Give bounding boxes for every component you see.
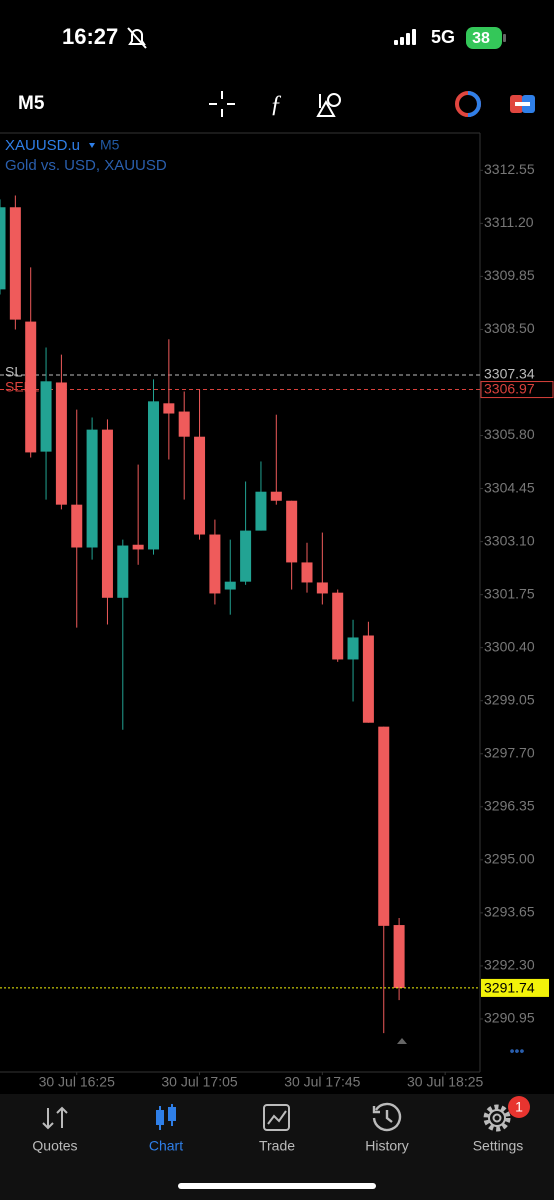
signal-icon xyxy=(394,29,416,45)
candle-body xyxy=(40,381,52,452)
home-indicator xyxy=(178,1183,376,1189)
tab-bar xyxy=(0,1094,554,1200)
objects-button[interactable] xyxy=(316,93,341,117)
timeframe-button[interactable]: M5 xyxy=(18,93,45,114)
symbol-dropdown[interactable] xyxy=(89,143,95,148)
candle-body xyxy=(240,530,252,582)
battery-level: 38 xyxy=(472,30,490,47)
y-tick-label: 3308.50 xyxy=(484,320,535,336)
level-name: SL xyxy=(5,364,22,380)
candle-body xyxy=(362,635,374,723)
chart-timeframe: M5 xyxy=(100,137,120,153)
x-tick-label: 30 Jul 17:45 xyxy=(284,1074,360,1090)
quotes-icon xyxy=(42,1106,68,1130)
y-tick-label: 3295.00 xyxy=(484,851,535,867)
mute-icon xyxy=(127,27,147,49)
y-tick-label: 3297.70 xyxy=(484,744,535,760)
candle-body xyxy=(178,411,190,437)
y-tick-label: 3305.80 xyxy=(484,426,535,442)
candle-body xyxy=(0,207,6,290)
candle-body xyxy=(55,382,67,505)
settings-badge: 1 xyxy=(515,1099,523,1115)
tab-history[interactable]: History xyxy=(365,1138,409,1154)
more-dots: ••• xyxy=(510,1043,525,1059)
y-tick-label: 3293.65 xyxy=(484,904,535,920)
candle-body xyxy=(163,403,175,414)
candle-body xyxy=(101,429,113,598)
current-price-label: 3291.74 xyxy=(484,980,535,996)
status-time: 16:27 xyxy=(62,24,118,49)
indicators-button[interactable]: ƒ xyxy=(270,92,282,118)
chart-icon xyxy=(156,1104,176,1130)
candle-body xyxy=(9,207,21,320)
network: 5G xyxy=(431,27,455,47)
x-tick-label: 30 Jul 16:25 xyxy=(39,1074,115,1090)
tab-quotes[interactable]: Quotes xyxy=(32,1138,77,1154)
trade-icon xyxy=(263,1104,290,1131)
candle-body xyxy=(332,592,344,660)
battery xyxy=(466,27,502,49)
y-tick-label: 3290.95 xyxy=(484,1010,535,1026)
current-price-box xyxy=(481,978,549,997)
candle-body xyxy=(148,401,159,550)
y-tick-label: 3301.75 xyxy=(484,585,535,601)
tab-chart[interactable]: Chart xyxy=(149,1138,183,1154)
y-tick-label: 3304.45 xyxy=(484,479,535,495)
candle-body xyxy=(132,544,144,550)
y-tick-label: 3312.55 xyxy=(484,161,535,177)
candle-body xyxy=(71,504,83,548)
history-icon xyxy=(372,1102,402,1132)
crosshair-button[interactable] xyxy=(209,91,235,117)
scroll-marker xyxy=(397,1038,407,1044)
y-tick-label: 3299.05 xyxy=(484,691,535,707)
candle-body xyxy=(224,581,236,590)
settings-icon xyxy=(483,1096,530,1132)
plot: 3312.55 3311.20 3309.85 3308.50 3305.80 3304.… xyxy=(0,161,554,1090)
candle-body xyxy=(347,637,359,660)
y-tick-label: 3311.20 xyxy=(484,214,534,230)
candle-body xyxy=(86,429,98,548)
candle-body xyxy=(25,321,37,453)
y-tick-label: 3309.85 xyxy=(484,267,535,283)
y-tick-label: 3296.35 xyxy=(484,798,535,814)
candle-body xyxy=(316,582,328,594)
candle-body xyxy=(301,562,313,583)
level-price: 3307.34 xyxy=(484,366,535,382)
candle-body xyxy=(194,436,206,535)
candle-body xyxy=(393,925,405,988)
level-price: 3306.97 xyxy=(484,380,535,396)
symbol[interactable]: XAUUSD.u xyxy=(5,137,80,154)
tab-trade[interactable]: Trade xyxy=(259,1138,295,1154)
candle-body xyxy=(117,545,129,598)
x-tick-label: 30 Jul 17:05 xyxy=(161,1074,237,1090)
x-tick-label: 30 Jul 18:25 xyxy=(407,1074,483,1090)
trade-button[interactable] xyxy=(455,91,481,117)
candle-body xyxy=(286,500,298,563)
candle-body xyxy=(378,726,390,926)
subtitle: Gold vs. USD, XAUUSD xyxy=(5,157,167,174)
y-tick-label: 3303.10 xyxy=(484,532,535,548)
y-tick-label: 3292.30 xyxy=(484,957,535,973)
candle-body xyxy=(209,534,221,594)
one-click-button[interactable] xyxy=(510,95,535,113)
level-price-box xyxy=(480,381,554,399)
candle-body xyxy=(255,491,267,531)
tab-settings[interactable]: Settings xyxy=(473,1138,524,1154)
battery-tip xyxy=(503,34,506,42)
y-tick-label: 3300.40 xyxy=(484,638,535,654)
level-price-box xyxy=(481,367,553,384)
candle-body xyxy=(270,491,282,501)
